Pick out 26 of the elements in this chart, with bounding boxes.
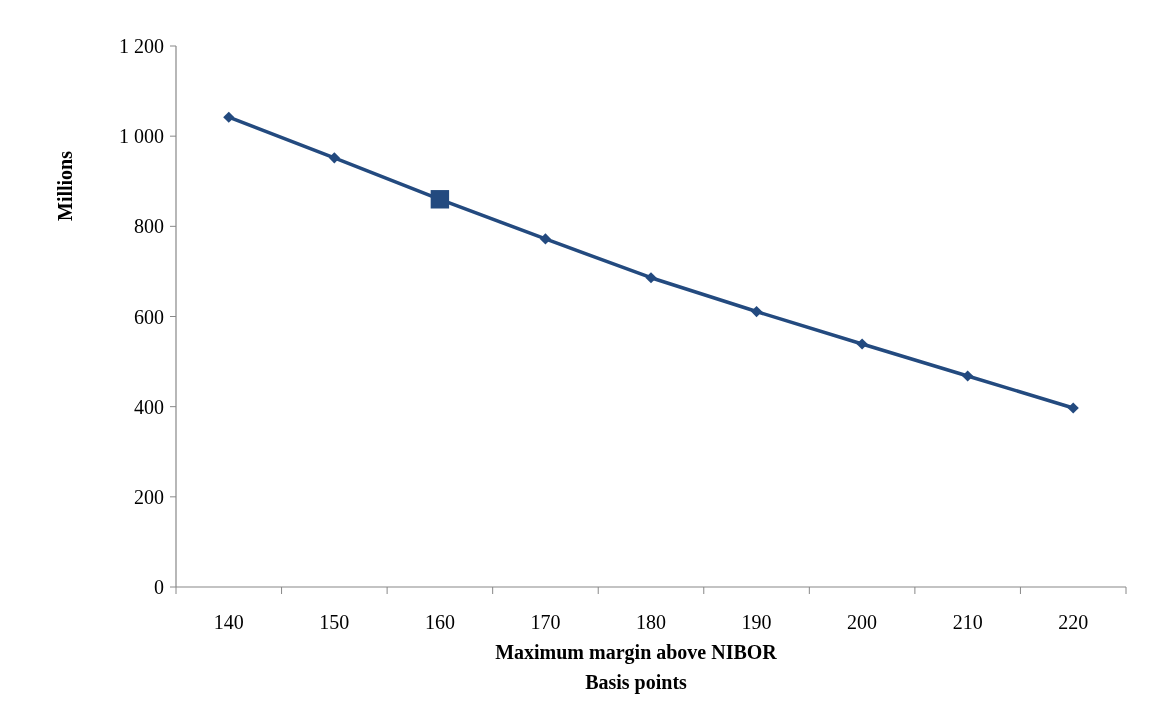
x-tick-label: 180: [636, 611, 666, 633]
x-tick-label: 160: [424, 611, 455, 633]
point: [539, 233, 552, 245]
point: [750, 305, 763, 318]
x-tick-label: 150: [319, 611, 350, 633]
point: [328, 152, 340, 164]
x-tick-label: 200: [847, 611, 878, 633]
x-tick-label: 190: [741, 611, 772, 633]
point: [223, 111, 235, 123]
point: [856, 338, 868, 350]
x-tick-label: 220: [1058, 611, 1089, 633]
x-tick-label: 170: [530, 611, 561, 633]
x-tick-label: 210: [952, 611, 983, 633]
y-tick-label: 1 200: [119, 35, 164, 57]
x-tick-label: 140: [213, 611, 244, 633]
x-axis-title: Maximum margin above NIBOR Basis points: [495, 641, 778, 694]
y-axis-title: Millions: [54, 150, 76, 222]
y-tick-label: 200: [134, 485, 164, 508]
y-tick-label: 1 000: [119, 125, 164, 148]
point: [645, 272, 657, 284]
point: [1067, 402, 1079, 414]
y-tick-label: 0: [154, 576, 164, 598]
y-tick-label: 400: [134, 395, 164, 418]
y-tick-label: 800: [134, 215, 164, 238]
point: [962, 370, 974, 382]
y-tick-label: 600: [134, 305, 164, 328]
